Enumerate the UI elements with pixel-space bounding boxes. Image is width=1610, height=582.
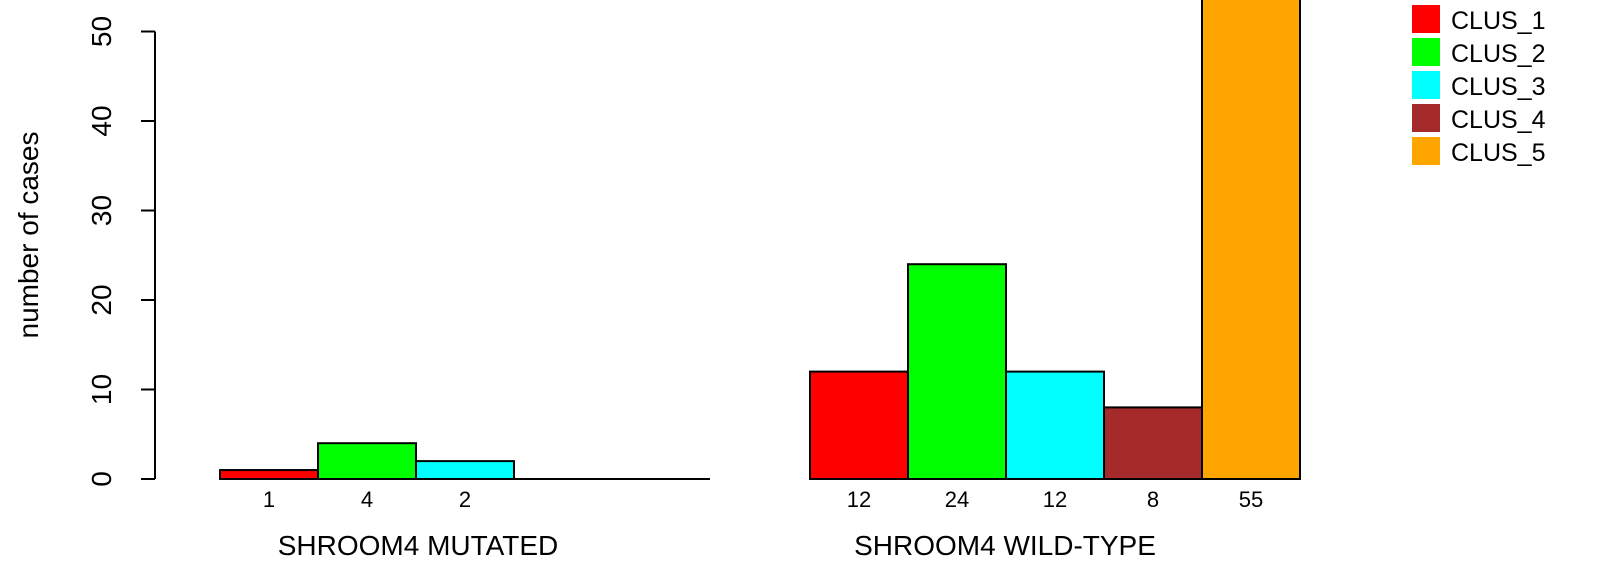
bar-clus-3 [416,461,514,479]
y-tick-label: 30 [86,195,117,226]
bar-clus-2 [318,443,416,479]
legend-label: CLUS_4 [1451,106,1546,134]
legend-label: CLUS_2 [1451,40,1546,68]
group-label: SHROOM4 MUTATED [278,530,559,561]
legend: CLUS_1 CLUS_2 CLUS_3 CLUS_4 CLUS_5 [1412,5,1546,167]
y-tick-label: 10 [86,374,117,405]
legend-label: CLUS_1 [1451,7,1546,35]
bar-value-label: 24 [945,487,969,512]
bar-value-label: 2 [459,487,471,512]
legend-label: CLUS_3 [1451,73,1546,101]
legend-swatch-clus-2 [1412,38,1440,66]
bar-clus-4 [1104,407,1202,479]
bar-value-label: 12 [1043,487,1067,512]
bar-clus-3 [1006,372,1104,479]
labels-layer: 1 4 2 SHROOM4 MUTATED 12 24 12 8 55 SHROOM4 WILD-… [263,487,1263,561]
y-tick-label: 40 [86,105,117,136]
bar-clus-1 [810,372,908,479]
legend-swatch-clus-5 [1412,137,1440,165]
bar-clus-2 [908,264,1006,479]
legend-swatch-clus-1 [1412,5,1440,33]
y-axis: 0 10 20 30 40 50 number of cases [13,16,155,487]
group-label: SHROOM4 WILD-TYPE [854,530,1156,561]
bar-value-label: 55 [1239,487,1263,512]
bar-value-label: 4 [361,487,373,512]
bar-clus-5 [1202,0,1300,479]
legend-swatch-clus-3 [1412,71,1440,99]
y-axis-title: number of cases [13,132,44,339]
bar-clus-1 [220,470,318,479]
legend-swatch-clus-4 [1412,104,1440,132]
bar-value-label: 1 [263,487,275,512]
bar-value-label: 8 [1147,487,1159,512]
bars-layer [220,0,1300,479]
y-tick-label: 50 [86,16,117,47]
y-tick-label: 20 [86,284,117,315]
y-tick-label: 0 [86,471,117,487]
bar-value-label: 12 [847,487,871,512]
legend-label: CLUS_5 [1451,139,1546,167]
